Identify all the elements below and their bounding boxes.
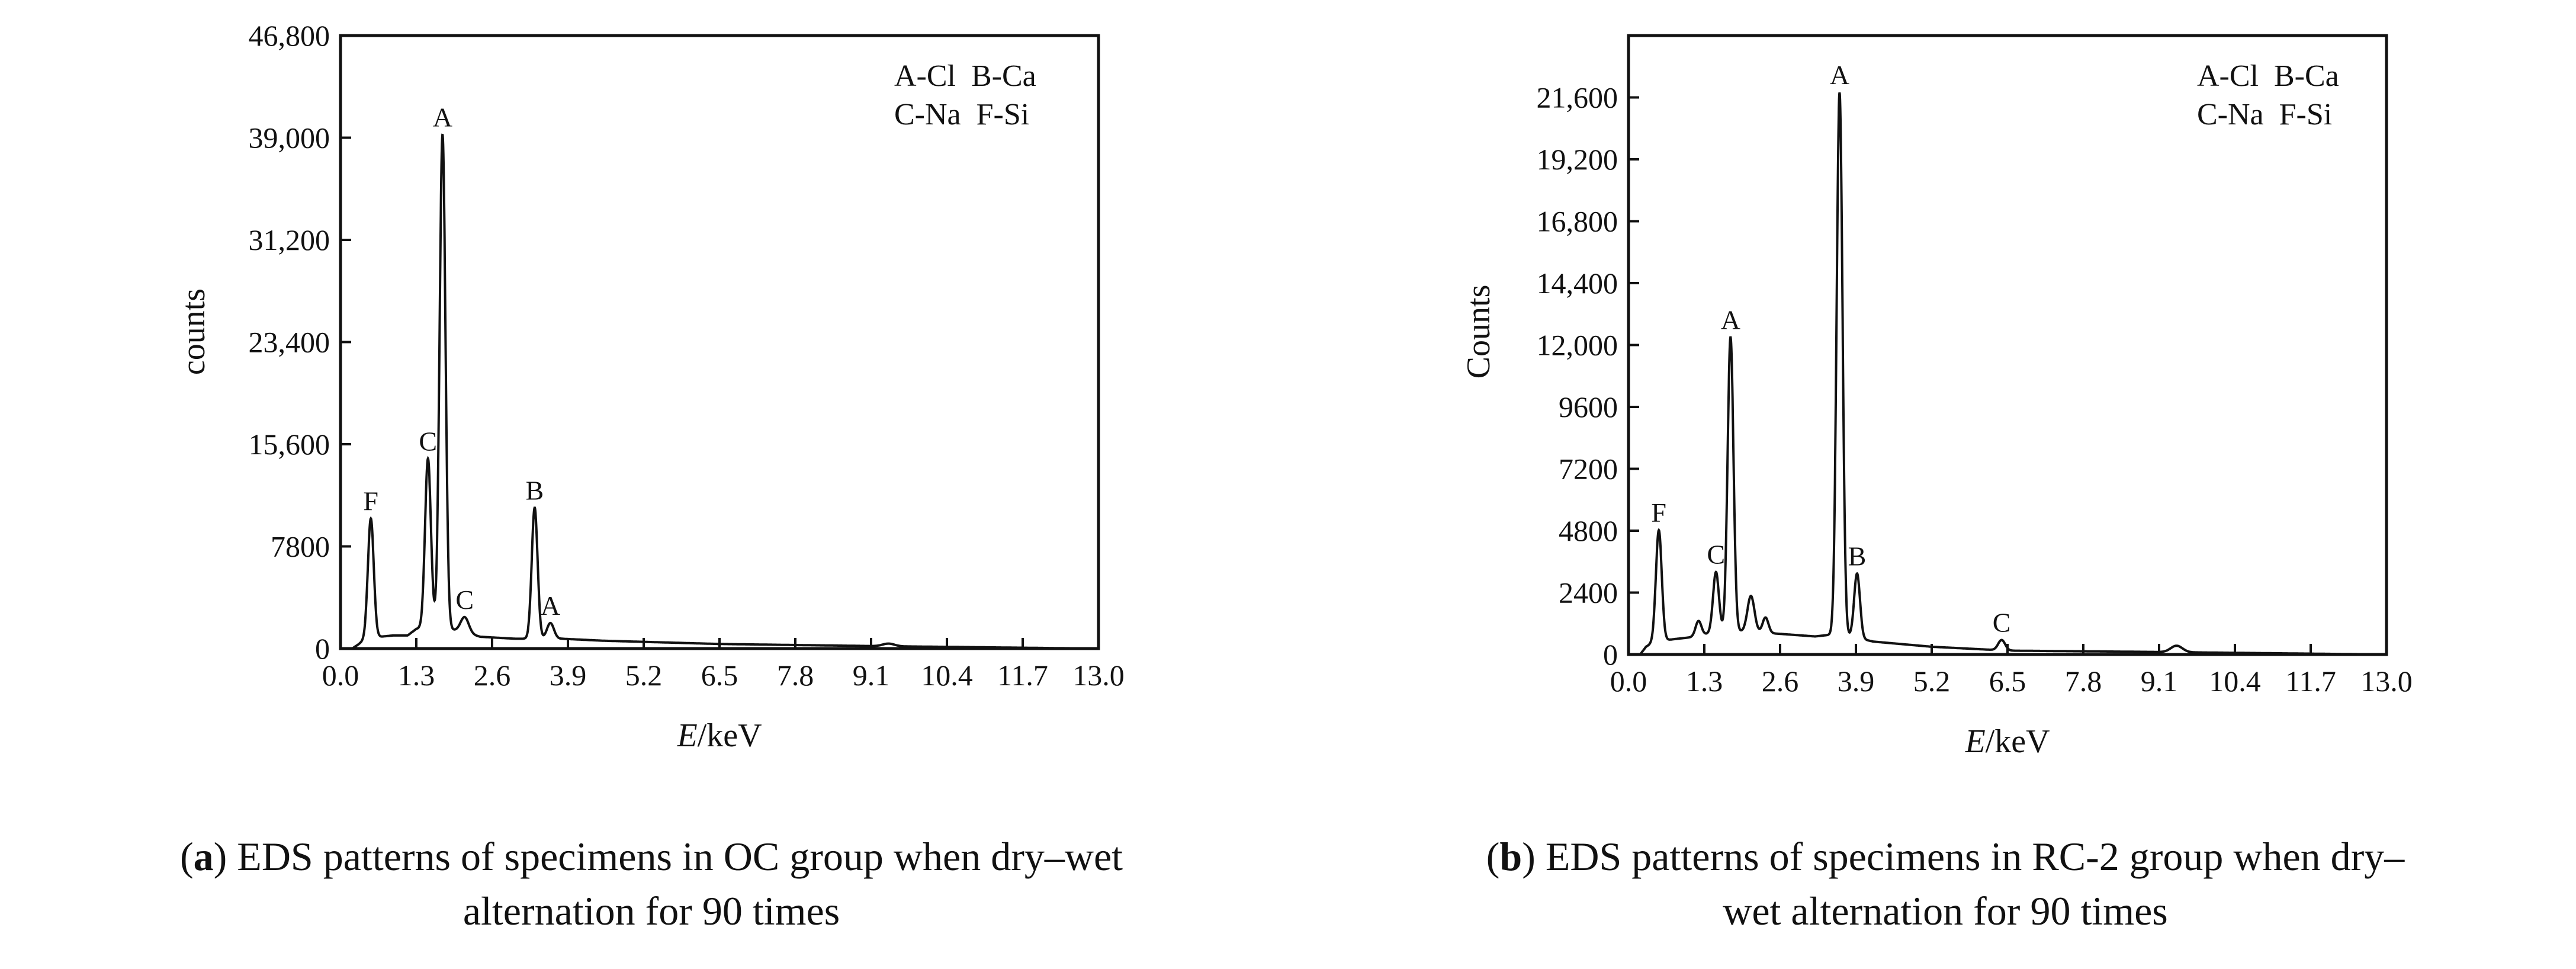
caption-label: b (1499, 834, 1523, 879)
legend-line-1: A-Cl B-Ca (894, 59, 1036, 93)
y-tick-label: 16,800 (1537, 205, 1618, 238)
peak-label: F (1651, 498, 1666, 528)
peak-label: A (1830, 60, 1849, 90)
peak-label: A (433, 102, 452, 132)
x-tick-label: 11.7 (2285, 665, 2336, 698)
x-tick-label: 5.2 (625, 659, 663, 692)
y-tick-label: 9600 (1559, 390, 1618, 423)
x-tick-label: 11.7 (997, 659, 1048, 692)
y-tick-label: 4800 (1559, 514, 1618, 547)
caption-text-line1: EDS patterns of specimens in RC-2 group … (1535, 834, 2405, 879)
y-tick-label: 31,200 (249, 223, 330, 256)
y-tick-label: 14,400 (1537, 267, 1618, 300)
x-axis-label: E/keV (676, 717, 762, 754)
y-tick-label: 15,600 (249, 428, 330, 461)
eds-chart-b: 0.0 1.3 2.6 3.9 5.2 6.5 7.8 9.1 10.4 11.7 13.0 0 240… (1460, 34, 2413, 760)
x-tick-label: 7.8 (777, 659, 814, 692)
x-tick-label: 10.4 (2209, 665, 2261, 698)
panel-b: 0.0 1.3 2.6 3.9 5.2 6.5 7.8 9.1 10.4 11.7 13.0 0 240… (1288, 0, 2576, 969)
peak-label: C (455, 585, 474, 615)
peak-label: A (1721, 304, 1740, 335)
x-tick-label: 3.9 (1838, 665, 1875, 698)
caption-text-line2: wet alternation for 90 times (1723, 888, 2168, 933)
y-axis-label: Counts (1460, 285, 1497, 379)
peak-label: F (363, 486, 378, 516)
caption-text-line1: EDS patterns of specimens in OC group wh… (227, 834, 1123, 879)
caption-label: a (193, 834, 214, 879)
x-tick-label: 9.1 (853, 659, 890, 692)
legend-line-2: C-Na F-Si (894, 98, 1029, 131)
x-tick-label: 3.9 (550, 659, 587, 692)
x-tick-label: 6.5 (701, 659, 738, 692)
y-tick-label: 21,600 (1537, 81, 1618, 114)
y-tick-label: 46,800 (249, 19, 330, 52)
x-tick-label: 7.8 (2065, 665, 2102, 698)
peak-label: C (419, 426, 437, 456)
x-tick-label: 0.0 (322, 659, 359, 692)
x-tick-label: 5.2 (1913, 665, 1951, 698)
peak-label: A (541, 591, 560, 621)
peak-label: C (1707, 540, 1725, 570)
x-tick-label: 13.0 (2360, 665, 2413, 698)
spectrum-line (351, 133, 1099, 650)
x-tick-label: 13.0 (1072, 659, 1125, 692)
legend-line-2: C-Na F-Si (2197, 98, 2332, 131)
peak-label: C (1993, 608, 2011, 638)
x-axis-label: E/keV (1964, 723, 2050, 760)
x-tick-label: 2.6 (474, 659, 511, 692)
y-tick-label: 7200 (1559, 453, 1618, 486)
y-tick-label: 39,000 (249, 121, 330, 155)
caption-a: (a) EDS patterns of specimens in OC grou… (179, 834, 1123, 933)
y-tick-label: 0 (315, 632, 330, 665)
y-tick-label: 12,000 (1537, 329, 1618, 362)
caption-b: (b) EDS patterns of specimens in RC-2 gr… (1486, 834, 2405, 933)
y-tick-label: 19,200 (1537, 143, 1618, 176)
panel-a: 0.0 1.3 2.6 3.9 5.2 6.5 7.8 9.1 10.4 11.7 13.0 0 780… (175, 19, 1125, 933)
peak-label: B (526, 475, 544, 505)
peak-label: B (1848, 541, 1867, 571)
y-axis-label: counts (175, 288, 212, 375)
x-tick-label: 2.6 (1762, 665, 1799, 698)
legend-line-1: A-Cl B-Ca (2197, 59, 2339, 93)
x-tick-label: 0.0 (1610, 665, 1647, 698)
y-tick-label: 23,400 (249, 326, 330, 359)
x-tick-label: 1.3 (1686, 665, 1723, 698)
spectrum-line (1639, 92, 2387, 656)
x-tick-label: 10.4 (921, 659, 973, 692)
x-tick-label: 1.3 (398, 659, 435, 692)
eds-chart-a: 0.0 1.3 2.6 3.9 5.2 6.5 7.8 9.1 10.4 11.7 13.0 0 780… (175, 19, 1125, 754)
x-tick-label: 9.1 (2141, 665, 2178, 698)
y-tick-label: 2400 (1559, 576, 1618, 609)
x-tick-label: 6.5 (1989, 665, 2026, 698)
caption-text-line2: alternation for 90 times (462, 888, 840, 933)
y-tick-label: 0 (1603, 638, 1618, 671)
y-tick-label: 7800 (271, 530, 330, 563)
